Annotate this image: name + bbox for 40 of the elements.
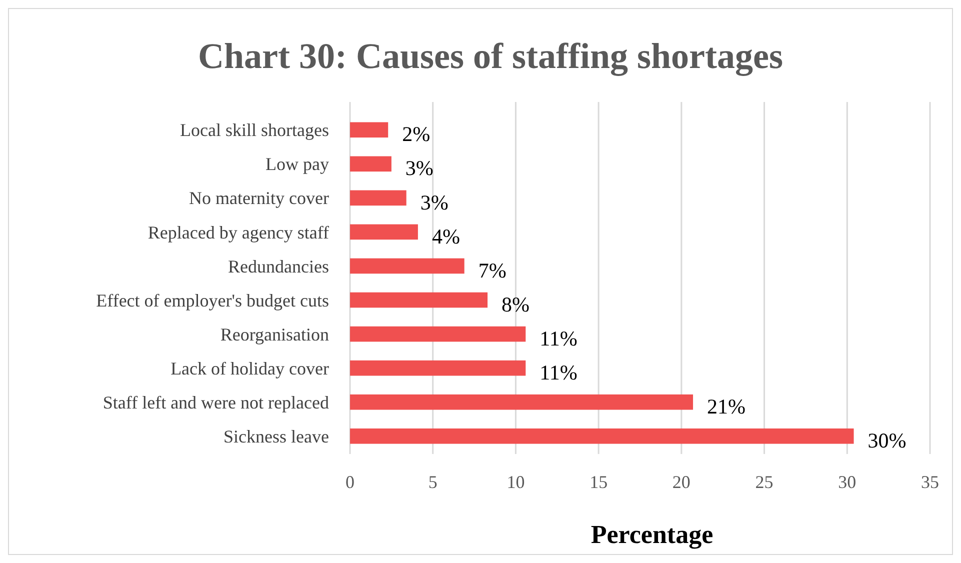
data-label: 3% <box>420 190 448 214</box>
x-axis-title: Percentage <box>590 520 714 549</box>
data-label: 30% <box>868 428 906 452</box>
y-tick-label: No maternity cover <box>189 188 329 208</box>
y-tick-label: Lack of holiday cover <box>170 358 329 378</box>
x-tick-label: 5 <box>428 472 438 492</box>
y-tick-label: Reorganisation <box>220 324 329 344</box>
data-label: 4% <box>432 224 460 248</box>
x-tick-label: 0 <box>346 472 354 492</box>
bar <box>350 190 406 206</box>
data-label: 21% <box>707 394 746 418</box>
x-tick-label: 25 <box>755 472 774 492</box>
chart-title: Chart 30: Causes of staffing shortages <box>198 36 783 76</box>
bar <box>350 224 418 240</box>
bar <box>350 292 488 308</box>
y-tick-label: Local skill shortages <box>180 120 329 140</box>
x-tick-label: 35 <box>921 472 939 492</box>
data-label: 11% <box>540 360 578 384</box>
bar <box>350 326 526 342</box>
data-label: 8% <box>502 292 530 316</box>
bar <box>350 156 392 172</box>
x-tick-label: 15 <box>590 472 608 492</box>
bar <box>350 428 854 444</box>
y-tick-label: Staff left and were not replaced <box>102 392 329 412</box>
y-tick-label: Low pay <box>266 154 329 174</box>
data-label: 7% <box>478 258 506 282</box>
bar <box>350 258 464 274</box>
data-label: 3% <box>405 156 434 180</box>
bar <box>350 394 694 410</box>
bar <box>350 360 526 376</box>
x-tick-label: 20 <box>672 472 690 492</box>
y-tick-label: Redundancies <box>228 256 329 276</box>
x-tick-label: 10 <box>506 472 525 492</box>
data-label: 2% <box>402 122 430 146</box>
x-tick-label: 30 <box>838 472 856 492</box>
y-tick-label: Effect of employer's budget cuts <box>96 290 329 310</box>
y-tick-label: Sickness leave <box>224 426 330 446</box>
y-tick-label: Replaced by agency staff <box>148 222 329 242</box>
data-label: 11% <box>540 326 578 350</box>
bar <box>350 122 388 138</box>
